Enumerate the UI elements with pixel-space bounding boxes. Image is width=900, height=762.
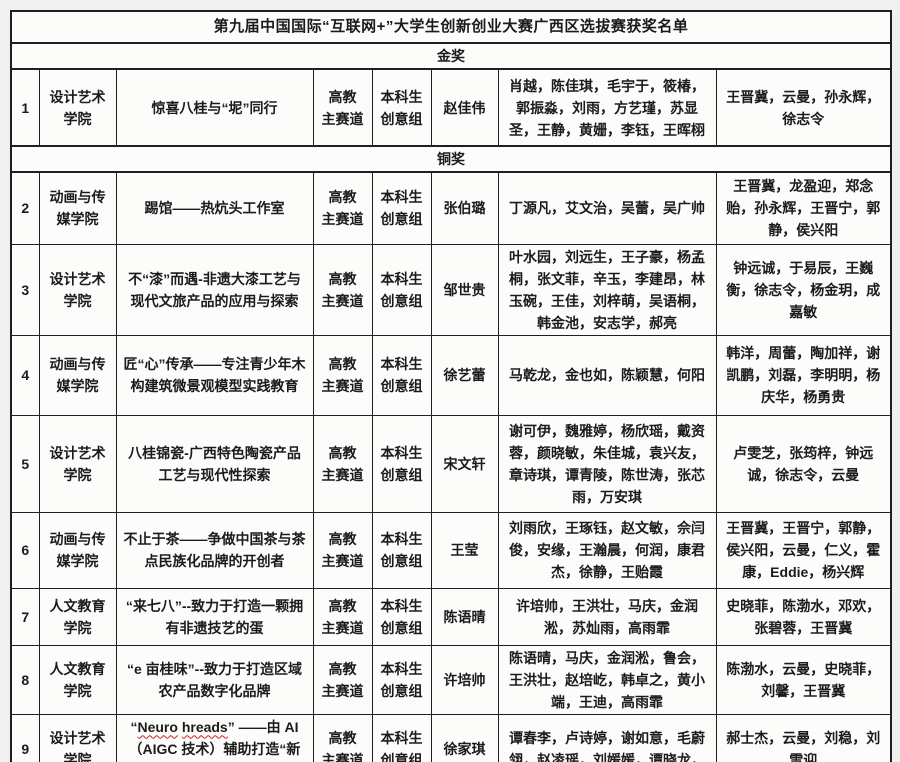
cell-index: 3: [10, 243, 40, 336]
cell-track: 高教 主赛道: [312, 68, 373, 147]
spellcheck-flagged-word: Neuro: [137, 718, 178, 735]
cell-project-name: 不止于茶——争做中国茶与茶点民族化品牌的开创者: [115, 511, 314, 589]
cell-project-name: 惊喜八桂与“坭”同行: [115, 68, 314, 147]
cell-college: 动画与传 媒学院: [38, 171, 117, 245]
cell-group: 本科生 创意组: [371, 713, 432, 762]
cell-advisors: 钟远诚，于易辰，王巍衡，徐志令，杨金玥，成嘉敏: [715, 243, 892, 336]
cell-team-members: 陈语晴，马庆，金润淞，鲁会，王洪壮，赵培屹，韩卓之，黄小端，王迪，高雨霏: [497, 644, 717, 715]
cell-college: 设计艺术 学院: [38, 414, 117, 513]
cell-advisors: 韩洋，周蕾，陶加祥，谢凯鹏，刘磊，李明明，杨庆华，杨勇贵: [715, 334, 892, 416]
cell-group: 本科生 创意组: [371, 68, 432, 147]
table-row: 7 人文教育 学院 “来七八”--致力于打造一颗拥有非遗技艺的蛋 高教 主赛道 本科生 …: [10, 587, 892, 646]
cell-team-leader: 宋文轩: [430, 414, 499, 513]
table-row: 6 动画与传 媒学院 不止于茶——争做中国茶与茶点民族化品牌的开创者 高教 主赛道 本科…: [10, 511, 892, 589]
cell-advisors: 王晋冀，龙盈迎，郑念贻，孙永辉，王晋宁，郭静，侯兴阳: [715, 171, 892, 245]
cell-advisors: 郝士杰，云曼，刘稳，刘雪迎: [715, 713, 892, 762]
cell-project-name: 踢馆——热炕头工作室: [115, 171, 314, 245]
cell-team-leader: 王莹: [430, 511, 499, 589]
cell-college: 设计艺术 学院: [38, 713, 117, 762]
cell-index: 7: [10, 587, 40, 646]
section-row-gold: 金奖: [10, 42, 892, 70]
title-row: 第九届中国国际“互联网+”大学生创新创业大赛广西区选拔赛获奖名单: [10, 10, 892, 44]
table-row: 3 设计艺术 学院 不“漆”而遇-非遗大漆工艺与现代文旅产品的应用与探索 高教 主赛道…: [10, 243, 892, 336]
cell-college: 设计艺术 学院: [38, 68, 117, 147]
cell-advisors: 卢雯芝，张筠梓，钟远诚，徐志令，云曼: [715, 414, 892, 513]
cell-college: 动画与传 媒学院: [38, 334, 117, 416]
cell-track: 高教 主赛道: [312, 171, 373, 245]
cell-index: 2: [10, 171, 40, 245]
cell-index: 1: [10, 68, 40, 147]
cell-index: 9: [10, 713, 40, 762]
table-title: 第九届中国国际“互联网+”大学生创新创业大赛广西区选拔赛获奖名单: [10, 10, 892, 44]
cell-track: 高教 主赛道: [312, 644, 373, 715]
cell-track: 高教 主赛道: [312, 414, 373, 513]
section-label-bronze: 铜奖: [10, 145, 892, 173]
cell-advisors: 王晋冀，云曼，孙永辉，徐志令: [715, 68, 892, 147]
section-label-gold: 金奖: [10, 42, 892, 70]
cell-track: 高教 主赛道: [312, 511, 373, 589]
cell-project-name: “Neuro hreads” ——由 AI（AIGC 技术）辅助打造“新服: [115, 713, 314, 762]
cell-team-members: 叶水园，刘远生，王子豪，杨孟桐，张文菲，辛玉，李建昂，林玉碗，王佳，刘梓萌，吴语…: [497, 243, 717, 336]
cell-index: 6: [10, 511, 40, 589]
cell-track: 高教 主赛道: [312, 713, 373, 762]
cell-college: 设计艺术 学院: [38, 243, 117, 336]
cell-team-leader: 邹世贵: [430, 243, 499, 336]
cell-group: 本科生 创意组: [371, 334, 432, 416]
table-row: 1 设计艺术 学院 惊喜八桂与“坭”同行 高教 主赛道 本科生 创意组 赵佳伟 肖越，陈佳琪…: [10, 68, 892, 147]
cell-index: 8: [10, 644, 40, 715]
cell-team-members: 丁源凡，艾文治，吴蕾，吴广帅: [497, 171, 717, 245]
cell-team-members: 谢可伊，魏雅婷，杨欣瑶，戴资蓉，颜晓敏，朱佳城，袁兴友，章诗琪，谭青陵，陈世涛，…: [497, 414, 717, 513]
cell-project-name: 匠“心”传承——专注青少年木构建筑微景观模型实践教育: [115, 334, 314, 416]
cell-index: 5: [10, 414, 40, 513]
project-text: “: [130, 718, 138, 735]
section-row-bronze: 铜奖: [10, 145, 892, 173]
cell-project-name: “e 亩桂味”--致力于打造区域农产品数字化品牌: [115, 644, 314, 715]
table-row: 9 设计艺术 学院 “Neuro hreads” ——由 AI（AIGC 技术）辅助…: [10, 713, 892, 762]
cell-team-members: 谭春李，卢诗婷，谢如意，毛蔚翎，赵凌瑶，刘媛媛，谭晓龙，: [497, 713, 717, 762]
cell-team-members: 马乾龙，金也如，陈颖慧，何阳: [497, 334, 717, 416]
cell-team-members: 肖越，陈佳琪，毛宇于，筱椿，郭振淼，刘雨，方艺瑾，苏显圣，王静，黄姗，李钰，王晖…: [497, 68, 717, 147]
cell-team-leader: 张伯璐: [430, 171, 499, 245]
cell-project-name: 不“漆”而遇-非遗大漆工艺与现代文旅产品的应用与探索: [115, 243, 314, 336]
table-row: 5 设计艺术 学院 八桂锦瓷-广西特色陶瓷产品工艺与现代性探索 高教 主赛道 本科生 创…: [10, 414, 892, 513]
cell-advisors: 王晋冀，王晋宁，郭静，侯兴阳，云曼，仁义，霍康，Eddie，杨兴辉: [715, 511, 892, 589]
cell-index: 4: [10, 334, 40, 416]
cell-college: 人文教育 学院: [38, 644, 117, 715]
cell-college: 动画与传 媒学院: [38, 511, 117, 589]
cell-group: 本科生 创意组: [371, 414, 432, 513]
cell-team-leader: 陈语晴: [430, 587, 499, 646]
project-text: ” ——由 AI（AIGC 技术）辅助打造“新服: [128, 718, 301, 757]
spellcheck-flagged-word: hreads: [181, 718, 228, 735]
table-row: 4 动画与传 媒学院 匠“心”传承——专注青少年木构建筑微景观模型实践教育 高教 主赛…: [10, 334, 892, 416]
cell-team-leader: 许培帅: [430, 644, 499, 715]
cell-team-members: 许培帅，王洪壮，马庆，金润淞，苏灿雨，高雨霏: [497, 587, 717, 646]
cell-track: 高教 主赛道: [312, 334, 373, 416]
cell-group: 本科生 创意组: [371, 243, 432, 336]
cell-team-leader: 赵佳伟: [430, 68, 499, 147]
cell-group: 本科生 创意组: [371, 171, 432, 245]
cell-group: 本科生 创意组: [371, 644, 432, 715]
cell-team-members: 刘雨欣，王琢钰，赵文敏，佘闫俊，安缘，王瀚晨，何润，康君杰，徐静，王贻霞: [497, 511, 717, 589]
cell-project-name: “来七八”--致力于打造一颗拥有非遗技艺的蛋: [115, 587, 314, 646]
table-row: 8 人文教育 学院 “e 亩桂味”--致力于打造区域农产品数字化品牌 高教 主赛道 本科…: [10, 644, 892, 715]
cell-advisors: 陈渤水，云曼，史晓菲，刘馨，王晋冀: [715, 644, 892, 715]
cell-team-leader: 徐家琪: [430, 713, 499, 762]
cell-team-leader: 徐艺蕾: [430, 334, 499, 416]
awards-table: 第九届中国国际“互联网+”大学生创新创业大赛广西区选拔赛获奖名单 金奖 1 设计艺术…: [10, 10, 893, 762]
cell-group: 本科生 创意组: [371, 511, 432, 589]
cell-track: 高教 主赛道: [312, 587, 373, 646]
cell-track: 高教 主赛道: [312, 243, 373, 336]
table-row: 2 动画与传 媒学院 踢馆——热炕头工作室 高教 主赛道 本科生 创意组 张伯璐 丁源凡，艾…: [10, 171, 892, 245]
cell-college: 人文教育 学院: [38, 587, 117, 646]
cell-advisors: 史晓菲，陈渤水，邓欢，张碧蓉，王晋冀: [715, 587, 892, 646]
cell-project-name: 八桂锦瓷-广西特色陶瓷产品工艺与现代性探索: [115, 414, 314, 513]
cell-group: 本科生 创意组: [371, 587, 432, 646]
